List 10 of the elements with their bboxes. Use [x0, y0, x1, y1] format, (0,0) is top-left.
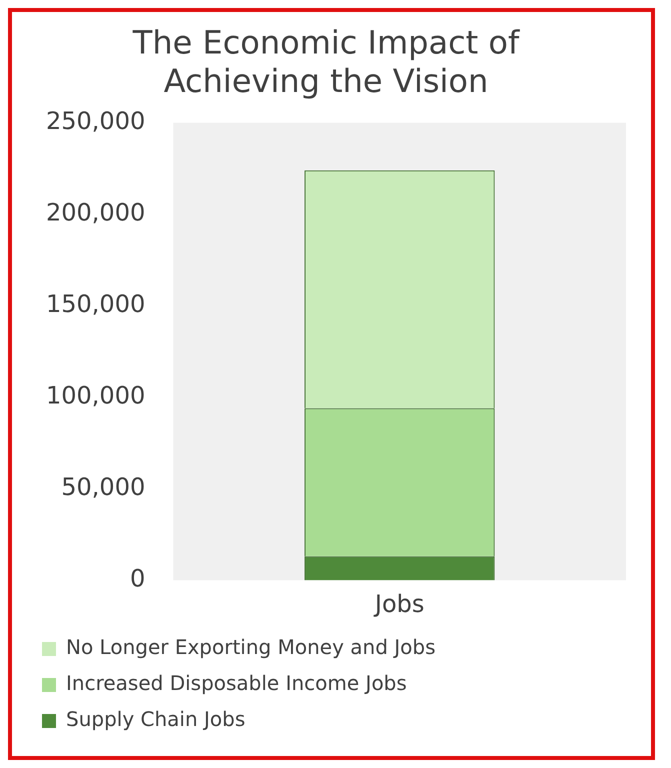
legend-label: No Longer Exporting Money and Jobs: [66, 635, 436, 660]
x-tick-label: Jobs: [372, 590, 424, 618]
y-tick-label: 150,000: [46, 290, 146, 318]
y-tick-label: 250,000: [46, 107, 146, 136]
y-tick-label: 100,000: [46, 381, 146, 410]
y-tick-label: 0: [130, 564, 146, 592]
y-tick-label: 50,000: [61, 472, 146, 501]
y-tick-label: 200,000: [46, 198, 146, 227]
chart-title: The Economic Impact of Achieving the Vision: [132, 24, 520, 100]
legend-label: Increased Disposable Income Jobs: [66, 671, 407, 696]
